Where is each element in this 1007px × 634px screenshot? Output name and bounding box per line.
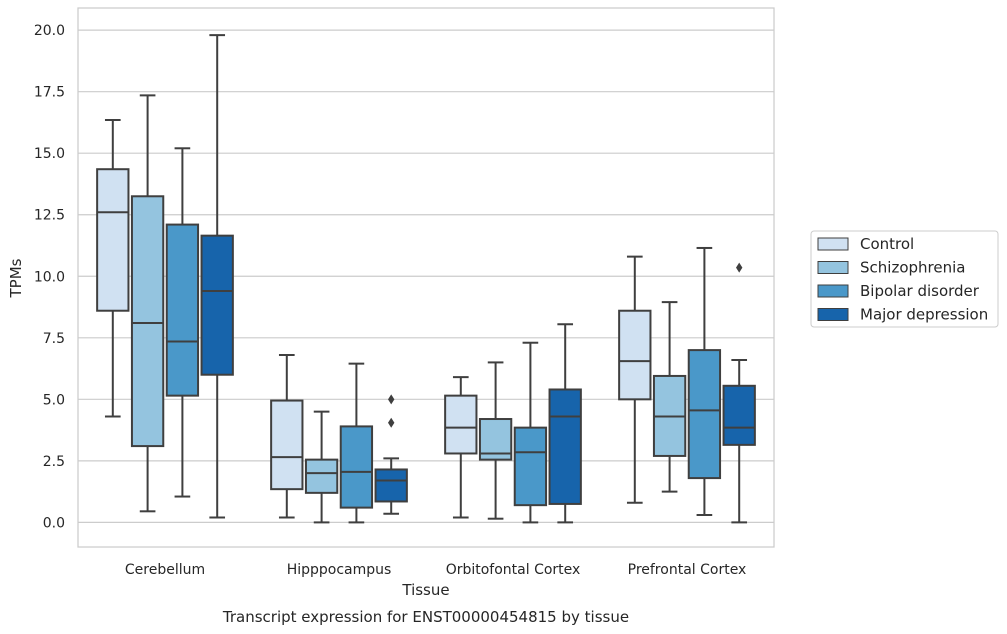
legend-swatch <box>817 308 849 321</box>
y-tick-label: 10.0 <box>34 269 65 285</box>
legend-swatch <box>817 237 849 251</box>
y-axis-title: TPMs <box>7 258 25 298</box>
iqr-box <box>165 223 200 397</box>
y-tick-label: 7.5 <box>43 331 65 347</box>
iqr-box <box>96 168 130 312</box>
box-bipolar-disorder <box>339 362 374 524</box>
chart-title: Transcript expression for ENST0000045481… <box>222 608 629 626</box>
x-tick-label: Hipppocampus <box>287 562 392 578</box>
legend-label: Major depression <box>860 306 988 324</box>
box-bipolar-disorder <box>687 246 722 517</box>
iqr-box <box>270 399 304 491</box>
box-major-depression <box>374 394 408 515</box>
legend-label: Bipolar disorder <box>860 282 980 300</box>
y-tick-label: 20.0 <box>34 23 65 39</box>
iqr-box <box>444 394 478 455</box>
legend-swatch <box>817 261 849 274</box>
box-schizophrenia <box>304 410 339 524</box>
legend: Control Schizophrenia Bipolar disorder Majo… <box>810 230 999 328</box>
box-bipolar-disorder <box>165 147 200 498</box>
legend-frame <box>810 230 999 328</box>
iqr-box <box>304 458 339 494</box>
y-tick-label: 2.5 <box>43 454 65 470</box>
box-control <box>96 118 130 418</box>
plot-frame <box>77 7 775 548</box>
iqr-box <box>548 388 582 505</box>
box-major-depression <box>722 262 756 524</box>
box-bipolar-disorder <box>513 341 548 524</box>
iqr-box <box>618 309 652 401</box>
iqr-box <box>513 426 548 507</box>
iqr-box <box>130 195 165 448</box>
y-tick-labels: 0.0 2.5 5.0 7.5 10.0 12.5 15.0 17.5 20.0 <box>34 23 65 531</box>
y-tick-label: 0.0 <box>43 515 65 531</box>
iqr-box <box>339 425 374 509</box>
x-axis-title: Tissue <box>401 581 449 599</box>
x-tick-label: Orbitofontal Cortex <box>446 562 581 578</box>
outlier-point <box>388 417 395 428</box>
y-tick-label: 5.0 <box>43 392 65 408</box>
box-schizophrenia <box>652 301 687 493</box>
outlier-point <box>736 262 743 273</box>
iqr-box <box>722 384 756 446</box>
box-schizophrenia <box>478 361 513 520</box>
x-tick-label: Cerebellum <box>125 562 205 578</box>
y-tick-label: 17.5 <box>34 85 65 101</box>
box-control <box>618 255 652 504</box>
x-tick-label: Prefrontal Cortex <box>628 562 747 578</box>
box-control <box>444 376 478 519</box>
iqr-box <box>200 234 234 376</box>
box-major-depression <box>548 323 582 524</box>
box-schizophrenia <box>130 94 165 513</box>
y-tick-label: 15.0 <box>34 146 65 162</box>
outlier-point <box>388 394 395 405</box>
box-groups <box>96 34 756 524</box>
x-tick-labels: Cerebellum Hipppocampus Orbitofontal Corte… <box>125 562 746 578</box>
box-major-depression <box>200 34 234 519</box>
iqr-box <box>687 349 722 480</box>
y-tick-label: 12.5 <box>34 208 65 224</box>
legend-swatch <box>817 284 849 298</box>
box-control <box>270 354 304 519</box>
iqr-box <box>374 468 408 503</box>
legend-label: Control <box>860 235 914 253</box>
legend-label: Schizophrenia <box>860 259 965 277</box>
